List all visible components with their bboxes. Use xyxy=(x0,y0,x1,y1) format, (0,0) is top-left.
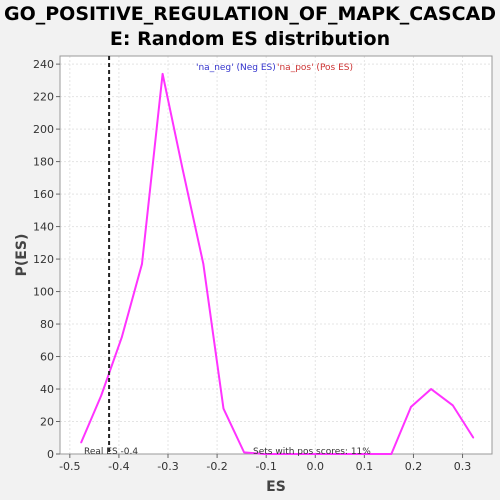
data-point xyxy=(324,453,327,455)
x-tick-label: 0.0 xyxy=(307,460,325,473)
legend-neg-label: 'na_neg' (Neg ES) xyxy=(196,63,276,73)
data-point xyxy=(390,453,393,455)
chart-title-line-1: GO_POSITIVE_REGULATION_OF_MAPK_CASCAD xyxy=(4,3,496,25)
data-point xyxy=(80,441,82,444)
y-tick-label: 220 xyxy=(33,91,54,104)
x-tick-label: -0.4 xyxy=(108,460,129,473)
plot-area xyxy=(60,56,492,454)
x-tick-label: 0.2 xyxy=(405,460,423,473)
data-point xyxy=(472,436,475,439)
data-point xyxy=(121,336,123,338)
y-tick-label: 200 xyxy=(33,123,54,136)
y-tick-label: 60 xyxy=(40,351,54,364)
y-tick-label: 40 xyxy=(40,383,54,396)
data-point xyxy=(100,394,103,397)
data-point xyxy=(344,453,347,455)
x-tick-label: -0.1 xyxy=(255,460,276,473)
x-tick-label: -0.2 xyxy=(206,460,227,473)
data-point xyxy=(304,453,306,455)
data-point xyxy=(365,453,368,455)
x-axis-title: ES xyxy=(266,479,286,495)
data-point xyxy=(202,263,205,265)
data-point xyxy=(385,453,388,455)
data-point xyxy=(141,263,143,265)
y-tick-label: 160 xyxy=(33,188,54,201)
y-tick-label: 120 xyxy=(33,253,54,266)
data-point xyxy=(181,168,184,171)
y-axis-title: P(ES) xyxy=(14,234,30,277)
x-tick-label: -0.3 xyxy=(157,460,178,473)
y-tick-label: 100 xyxy=(33,286,54,299)
real-es-label: Real ES -0.4 xyxy=(84,447,138,457)
data-point xyxy=(161,73,164,75)
data-point xyxy=(430,388,432,390)
data-point xyxy=(263,453,266,455)
data-point xyxy=(451,404,454,407)
y-tick-label: 20 xyxy=(40,416,54,429)
data-point xyxy=(284,453,286,455)
y-tick-label: 180 xyxy=(33,156,54,169)
data-point xyxy=(222,407,225,410)
pos-scores-annotation: Sets with pos scores: 11% xyxy=(253,447,371,457)
y-tick-label: 240 xyxy=(33,58,54,71)
y-tick-label: 140 xyxy=(33,221,54,234)
data-point xyxy=(410,406,412,408)
legend-pos-label: 'na_pos' (Pos ES) xyxy=(277,63,353,73)
data-point xyxy=(243,451,245,454)
x-tick-label: 0.1 xyxy=(356,460,374,473)
chart-title-line-2: E: Random ES distribution xyxy=(109,28,391,50)
y-tick-label: 80 xyxy=(40,318,54,331)
x-tick-label: 0.3 xyxy=(454,460,472,473)
y-tick-label: 0 xyxy=(47,448,54,461)
x-tick-label: -0.5 xyxy=(59,460,80,473)
